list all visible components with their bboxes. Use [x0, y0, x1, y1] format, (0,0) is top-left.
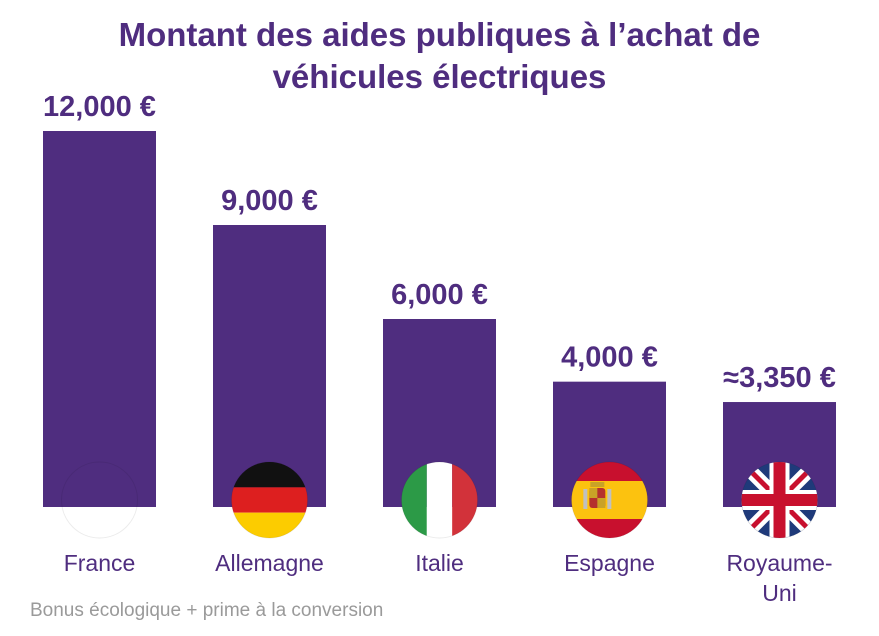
value-label: 6,000 €: [391, 279, 488, 311]
category-label: Allemagne: [215, 550, 324, 576]
value-label: 12,000 €: [43, 91, 156, 123]
value-label: 9,000 €: [221, 185, 318, 217]
bars-layer: [43, 131, 836, 507]
category-label: Italie: [415, 550, 464, 576]
category-label: Royaume-Uni: [726, 550, 832, 606]
flags-layer: [61, 461, 818, 539]
bar-france: [43, 131, 156, 507]
bar-allemagne: [213, 225, 326, 507]
chart-title: Montant des aides publiques à l’achat de…: [0, 14, 879, 98]
labels-layer: 12,000 € France 9,000 € Allemagne 6,000 € Ita…: [43, 91, 836, 606]
category-label: France: [64, 550, 136, 576]
footnote: Bonus écologique + prime à la conversion: [30, 600, 384, 621]
category-label: Espagne: [564, 550, 655, 576]
value-label: ≈3,350 €: [723, 362, 836, 394]
chart-title-line-2: véhicules électriques: [272, 58, 607, 95]
uk-flag-icon: [741, 462, 818, 538]
chart-title-line-1: Montant des aides publiques à l’achat de: [118, 16, 761, 53]
value-label: 4,000 €: [561, 342, 658, 374]
